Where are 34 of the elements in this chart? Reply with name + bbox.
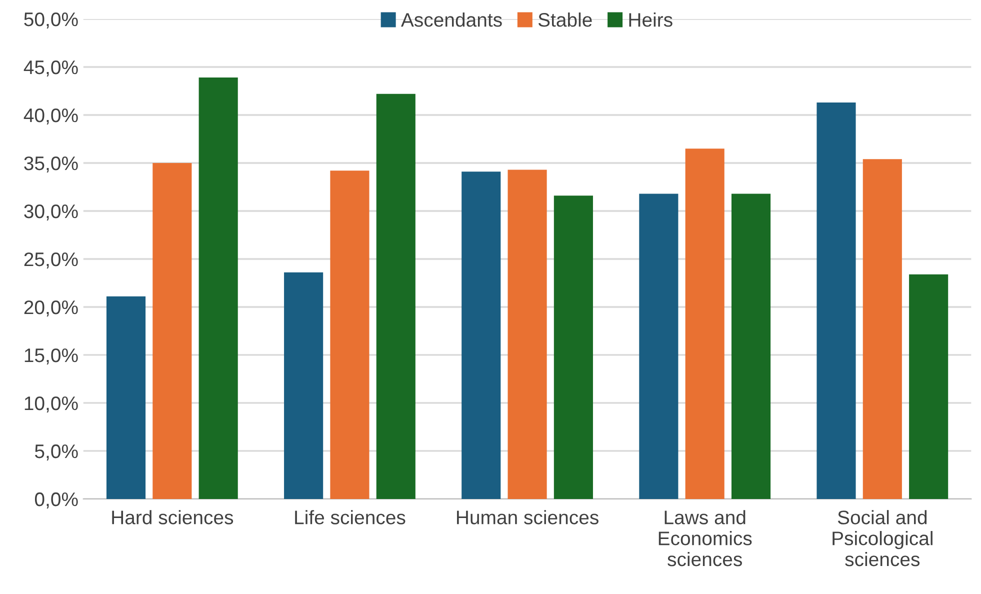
legend-label: Heirs	[629, 12, 672, 27]
bar	[731, 194, 771, 499]
y-tick-label: 25,0%	[24, 252, 78, 269]
legend-label: Stable	[538, 12, 592, 27]
x-tick-label: Life sciences	[295, 510, 406, 524]
bar	[685, 148, 724, 499]
y-tick-label: 10,0%	[24, 396, 78, 413]
bar	[376, 94, 416, 499]
bar	[909, 274, 948, 499]
bar	[816, 102, 856, 499]
bar	[284, 272, 324, 499]
x-tick-label: Social and Psicological sciences	[832, 510, 932, 566]
bar	[462, 172, 501, 499]
y-tick-label: 20,0%	[24, 300, 78, 317]
bar	[862, 159, 902, 499]
bar	[554, 196, 593, 499]
x-tick-label: Human sciences	[457, 510, 598, 524]
bar	[106, 296, 146, 499]
bar	[152, 162, 192, 499]
bar	[330, 170, 370, 499]
bar	[508, 170, 547, 499]
y-tick-label: 50,0%	[24, 12, 78, 29]
y-tick-label: 35,0%	[24, 156, 78, 173]
x-tick-label: Laws and Economics sciences	[658, 510, 752, 566]
y-tick-label: 40,0%	[24, 108, 78, 125]
x-tick-label: Hard sciences	[112, 510, 234, 524]
bar	[198, 78, 238, 499]
y-tick-label: 5,0%	[34, 444, 78, 460]
y-tick-label: 45,0%	[24, 60, 78, 77]
y-tick-label: 0,0%	[34, 492, 78, 508]
y-tick-label: 30,0%	[24, 204, 78, 221]
bar	[639, 194, 678, 499]
legend-label: Ascendants	[400, 12, 502, 27]
y-tick-label: 15,0%	[24, 348, 78, 365]
